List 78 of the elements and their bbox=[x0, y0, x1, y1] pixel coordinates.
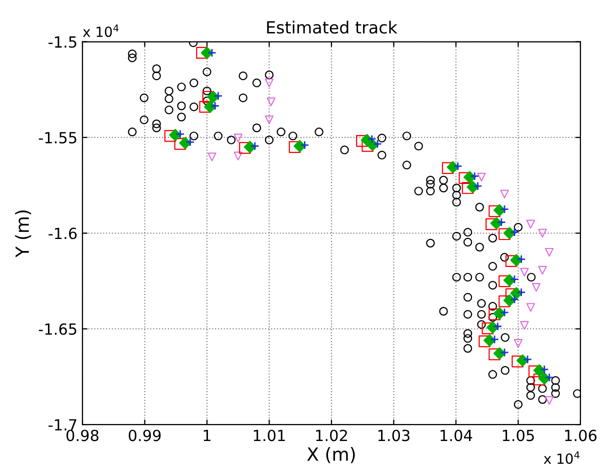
x-tick-label: 1.03 bbox=[378, 430, 410, 442]
point bbox=[214, 91, 223, 100]
point bbox=[204, 100, 216, 113]
point bbox=[453, 162, 462, 171]
point bbox=[526, 220, 536, 229]
point bbox=[200, 46, 214, 59]
x-tick-label: 1.06 bbox=[565, 430, 596, 442]
point bbox=[500, 190, 509, 198]
y-tick-label: -1.6 bbox=[48, 228, 77, 240]
point bbox=[367, 134, 376, 144]
point bbox=[208, 152, 216, 162]
text: x 10$^{4}$ bbox=[544, 451, 580, 464]
text: x 10$^{4}$ bbox=[82, 24, 119, 38]
y-tick-label: -1.55 bbox=[38, 132, 76, 144]
point bbox=[250, 142, 260, 151]
point bbox=[264, 115, 274, 124]
point bbox=[516, 254, 526, 264]
point bbox=[490, 334, 500, 344]
point bbox=[210, 101, 220, 110]
x-tick-label: 1.05 bbox=[502, 430, 534, 442]
point bbox=[523, 354, 532, 364]
point bbox=[520, 321, 529, 330]
point bbox=[540, 364, 549, 374]
point bbox=[544, 248, 554, 257]
x-tick-label: 0.98 bbox=[66, 430, 98, 442]
point bbox=[520, 268, 529, 277]
point bbox=[493, 322, 502, 331]
point bbox=[446, 161, 459, 174]
point bbox=[466, 180, 479, 194]
point bbox=[266, 98, 276, 106]
point bbox=[234, 134, 242, 142]
point bbox=[186, 138, 195, 147]
point bbox=[207, 48, 216, 58]
x-tick-label: 0.99 bbox=[128, 430, 161, 442]
point bbox=[526, 303, 536, 312]
point bbox=[500, 348, 510, 357]
point bbox=[500, 204, 510, 214]
point bbox=[493, 347, 506, 360]
point bbox=[503, 274, 516, 286]
point bbox=[538, 228, 547, 238]
point bbox=[514, 339, 523, 348]
chart-title: Estimated track bbox=[267, 20, 398, 34]
point bbox=[493, 307, 506, 320]
point bbox=[538, 266, 547, 275]
point bbox=[483, 334, 496, 346]
point bbox=[503, 227, 516, 240]
y-axis-title: Y (m) bbox=[15, 210, 32, 258]
point bbox=[532, 282, 541, 292]
point bbox=[477, 172, 486, 182]
x-tick-label: 1.04 bbox=[440, 430, 472, 442]
x-axis-title: X (m) bbox=[307, 447, 355, 464]
y-tick-label: -1.65 bbox=[38, 323, 76, 335]
point bbox=[486, 321, 499, 334]
x-tick-label: 1.01 bbox=[254, 430, 285, 442]
point bbox=[179, 136, 192, 150]
point bbox=[373, 139, 382, 148]
point bbox=[496, 218, 506, 227]
point bbox=[516, 354, 529, 367]
point bbox=[544, 396, 554, 405]
x-tick-label: 1 bbox=[204, 430, 210, 442]
point bbox=[234, 152, 242, 160]
point bbox=[464, 171, 476, 184]
point bbox=[538, 372, 550, 385]
point bbox=[503, 294, 516, 306]
point bbox=[300, 140, 310, 150]
x-tick-label: 1.02 bbox=[316, 430, 347, 442]
point bbox=[473, 182, 482, 191]
point bbox=[207, 90, 220, 103]
point bbox=[169, 128, 182, 142]
point bbox=[470, 172, 480, 181]
point bbox=[544, 372, 554, 382]
point bbox=[500, 308, 510, 317]
point bbox=[176, 130, 185, 139]
point bbox=[294, 140, 306, 152]
point bbox=[516, 288, 526, 297]
y-tick-label: -1.5 bbox=[48, 36, 76, 48]
point bbox=[264, 78, 274, 88]
y-tick-label: -1.7 bbox=[48, 419, 76, 430]
